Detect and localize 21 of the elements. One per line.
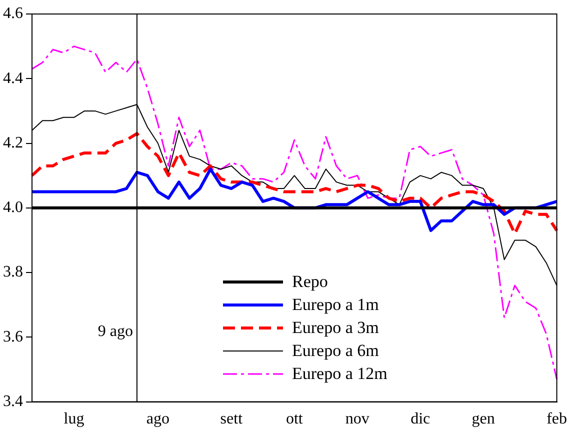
x-tick-label: dic	[410, 410, 430, 428]
y-tick-label: 4.6	[3, 5, 23, 22]
legend-label: Eurepo a 1m	[292, 294, 379, 314]
x-tick-label: ago	[146, 410, 170, 428]
legend-label: Eurepo a 6m	[292, 340, 379, 360]
x-tick-label: nov	[345, 410, 370, 428]
x-tick-label: ott	[286, 410, 304, 428]
legend-label: Eurepo a 3m	[292, 318, 379, 338]
x-tick-label: sett	[220, 410, 244, 428]
annotation: 9 ago	[98, 323, 133, 340]
x-tick-label: gen	[472, 410, 495, 428]
x-tick-label: feb	[546, 410, 568, 428]
legend-label: Repo	[292, 272, 328, 292]
y-tick-label: 4.0	[3, 199, 23, 216]
y-tick-label: 4.2	[3, 134, 23, 152]
x-tick-label: lug	[64, 410, 84, 428]
y-tick-label: 4.4	[3, 70, 23, 87]
legend-label: Eurepo a 12m	[292, 364, 388, 384]
y-tick-label: 3.8	[3, 264, 23, 281]
y-tick-label: 3.6	[3, 328, 23, 346]
y-tick-label: 3.4	[3, 393, 23, 410]
